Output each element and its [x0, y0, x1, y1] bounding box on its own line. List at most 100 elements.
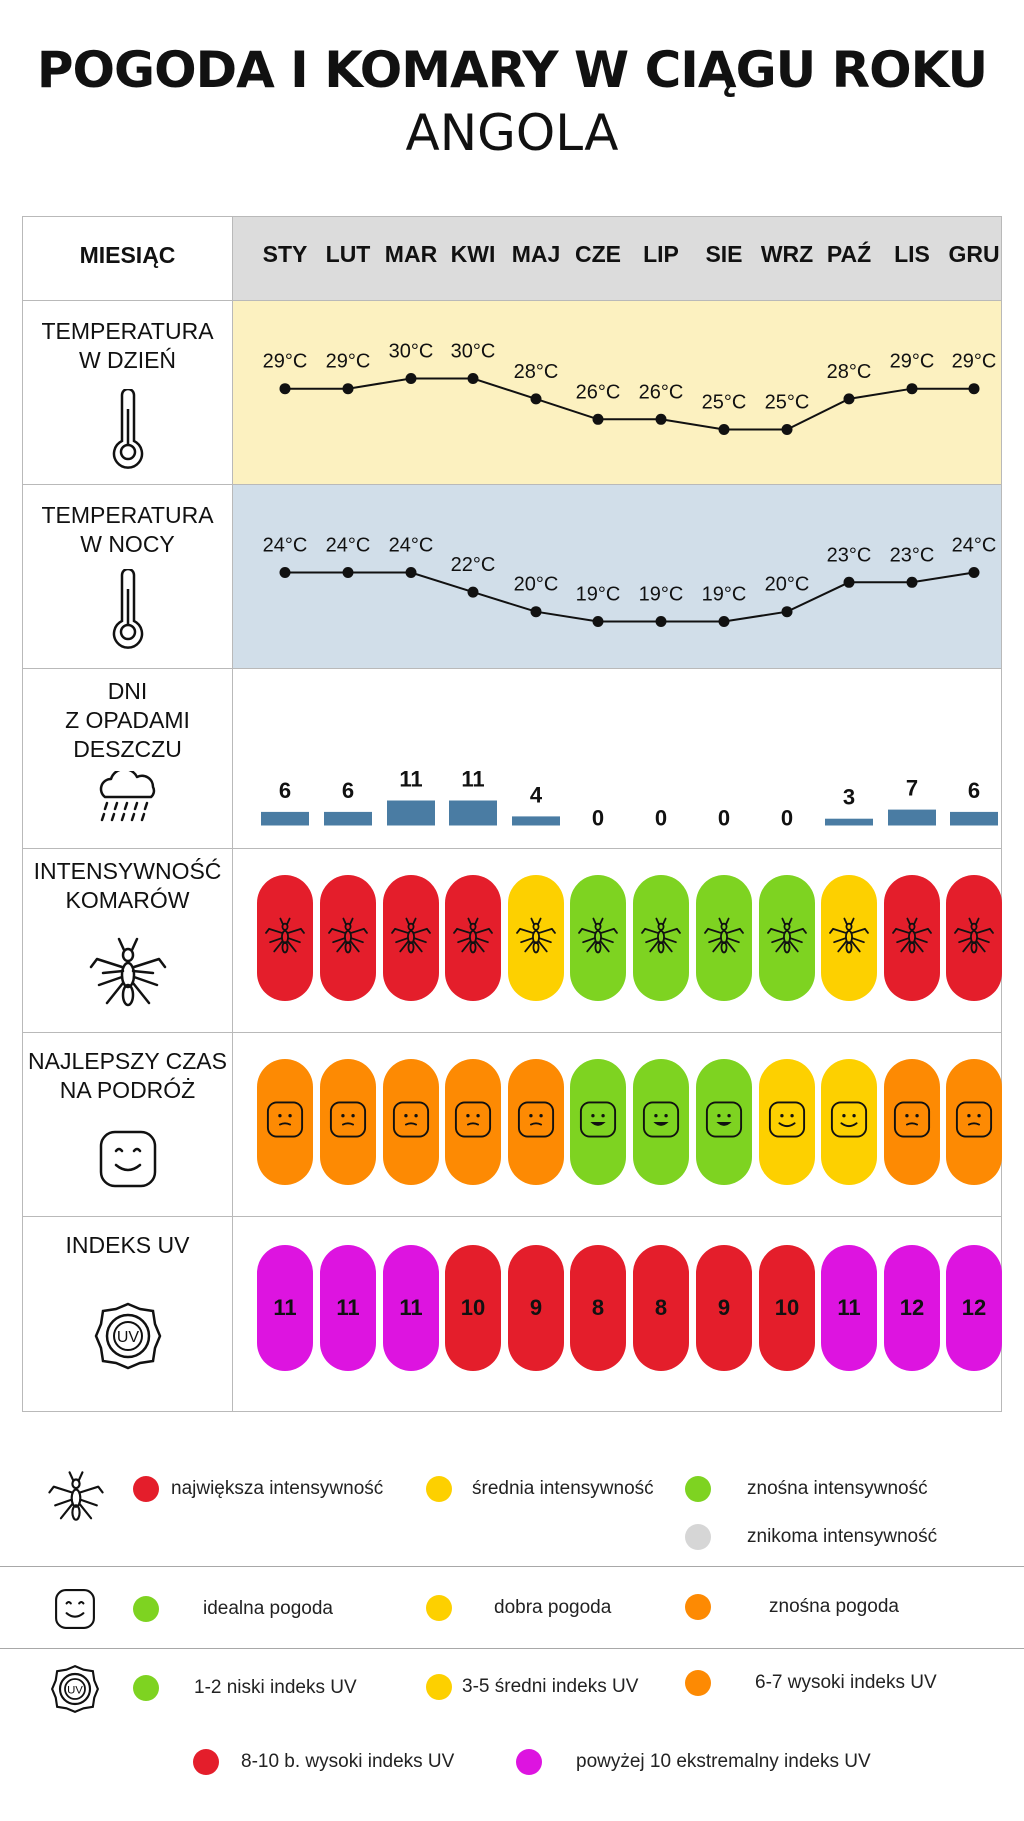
uv-index-pill: 9: [508, 1245, 564, 1371]
rain-value-label: 0: [781, 806, 793, 831]
mosquito-icon: [391, 916, 431, 961]
uv-index-value: 10: [774, 1295, 800, 1320]
uv-sun-icon: UV: [94, 1302, 161, 1370]
uv-index-value: 9: [529, 1295, 543, 1320]
day-temperature-value-label: 30°C: [389, 341, 434, 363]
night-temperature-value-label: 20°C: [514, 574, 559, 596]
climate-table: MIESIĄC STY LUT MAR KWI MAJ CZE LIP SIE WRZ PAŹ LI…: [22, 216, 1002, 1412]
mosquito-icon: [516, 916, 556, 961]
rain-bar: [888, 809, 936, 826]
night-temperature-value-label: 20°C: [765, 574, 810, 596]
uv-index-pill: 8: [570, 1245, 626, 1371]
month-label: PAŹ: [826, 241, 872, 267]
night-temperature-value-label: 19°C: [702, 584, 747, 606]
day-temperature-value-label: 25°C: [765, 392, 810, 414]
thermometer-icon: [112, 569, 143, 649]
uv-icon-text: UV: [67, 1684, 83, 1696]
month-label: LIS: [894, 241, 930, 267]
night-temperature-point: [279, 567, 291, 578]
day-temperature-label: TEMPERATURA W DZIEŃ: [23, 301, 233, 484]
best-travel-pill: [257, 1059, 313, 1185]
face-icon: [517, 1101, 555, 1144]
day-temperature-value-label: 29°C: [263, 351, 308, 373]
night-temp-label-line1: TEMPERATURA: [41, 502, 214, 528]
mosquito-icon: [89, 937, 166, 1007]
uv-index-pill: 11: [320, 1245, 376, 1371]
face-icon: [392, 1101, 430, 1144]
best-travel-pill: [946, 1059, 1002, 1185]
night-temperature-point: [530, 606, 542, 618]
uv-index-pills: 11 11 11 10 9 8 8 9 10 11 12 12: [233, 1217, 1002, 1411]
legend-uv-high: 6-7 wysoki indeks UV: [685, 1670, 937, 1696]
page-title: POGODA I KOMARY W CIĄGU ROKU: [36, 41, 988, 99]
mosquito-icon: [704, 916, 744, 961]
day-temperature-point: [467, 373, 479, 384]
day-temperature-value-label: 29°C: [326, 351, 371, 373]
day-temperature-point: [906, 383, 918, 395]
night-temperature-value-label: 23°C: [890, 544, 935, 566]
night-temperature-svg: 24°C 24°C 24°C 22°C 20°C 19°C 19°C 19°C 20°C 23°C…: [263, 535, 996, 627]
night-temperature-value-label: 23°C: [827, 544, 872, 566]
mosquito-icon: [453, 916, 493, 961]
uv-index-pill: 10: [759, 1245, 815, 1371]
uv-index-value: 8: [591, 1295, 605, 1320]
legend-mosquito-high: największa intensywność: [133, 1476, 383, 1502]
mosquito-icon: [892, 916, 932, 961]
best-travel-pill: [320, 1059, 376, 1185]
mosquito-intensity-pill: [508, 875, 564, 1001]
day-temperature-row: TEMPERATURA W DZIEŃ 29°C 29°C 30°C 30°C 28°C…: [23, 301, 1001, 485]
uv-index-value: 8: [654, 1295, 668, 1320]
legend-weather-ideal: idealna pogoda: [133, 1596, 333, 1622]
rain-bar: [449, 800, 497, 826]
day-temperature-chart: 29°C 29°C 30°C 30°C 28°C 26°C 26°C 25°C 25°C 28°C…: [233, 301, 1001, 484]
legend-label: średnia intensywność: [472, 1478, 654, 1499]
month-label: STY: [262, 241, 308, 267]
legend-label: znośna pogoda: [769, 1596, 899, 1617]
day-temperature-point: [968, 383, 980, 395]
legend-mosquito-medium: średnia intensywność: [426, 1476, 654, 1502]
mosquito-intensity-pill: [570, 875, 626, 1001]
rain-value-label: 3: [843, 785, 855, 810]
legend-dot-green: [133, 1675, 159, 1701]
rain-value-label: 6: [968, 778, 980, 803]
mosquito-label-line2: KOMARÓW: [65, 887, 190, 913]
day-temperature-point: [655, 413, 667, 425]
uv-index-value: 11: [336, 1295, 360, 1320]
uv-label-line1: INDEKS UV: [65, 1232, 190, 1258]
uv-index-value: 11: [273, 1295, 297, 1320]
mosquito-intensity-pill: [821, 875, 877, 1001]
mosquito-intensity-row: INTENSYWNOŚĆ KOMARÓW: [23, 849, 1002, 1033]
rain-value-label: 4: [530, 782, 543, 807]
legend-divider: [0, 1648, 1024, 1649]
smiley-face-icon: [55, 1589, 95, 1629]
rain-label-line2: Z OPADAMI: [65, 707, 190, 733]
uv-index-pill: 10: [445, 1245, 501, 1371]
night-temperature-label: TEMPERATURA W NOCY: [23, 485, 233, 668]
legend-weather-good: dobra pogoda: [426, 1595, 611, 1621]
night-temperature-row: TEMPERATURA W NOCY 24°C 24°C 24°C 22°C 20°C 1…: [23, 485, 1001, 669]
uv-icon-text: UV: [116, 1329, 139, 1346]
legend-dot-magenta: [516, 1749, 542, 1775]
mosquito-icon: [328, 916, 368, 961]
day-temperature-value-label: 29°C: [952, 351, 997, 373]
night-temperature-point: [843, 576, 855, 588]
uv-index-pill: 12: [884, 1245, 940, 1371]
legend-dot-yellow: [426, 1476, 452, 1502]
night-temperature-value-label: 24°C: [326, 535, 371, 557]
legend-label: największa intensywność: [171, 1478, 384, 1499]
mosquito-intensity-pill: [759, 875, 815, 1001]
day-temperature-value-label: 29°C: [890, 351, 935, 373]
legend-dot-yellow: [426, 1674, 452, 1700]
legend-dot-green: [685, 1476, 711, 1502]
month-label: WRZ: [760, 241, 814, 267]
face-icon: [768, 1101, 806, 1144]
rain-bar: [261, 811, 309, 826]
night-temperature-point: [655, 616, 667, 627]
month-label: KWI: [450, 241, 496, 267]
uv-index-pill: 11: [257, 1245, 313, 1371]
legend-label: 6-7 wysoki indeks UV: [755, 1672, 937, 1693]
rain-bar: [950, 811, 998, 826]
best-travel-pill: [884, 1059, 940, 1185]
rain-days-chart: 6 6 11 11 4 0 0 0 0 3 7 6: [233, 669, 1001, 848]
legend-uv-very-high: 8-10 b. wysoki indeks UV: [193, 1749, 454, 1775]
